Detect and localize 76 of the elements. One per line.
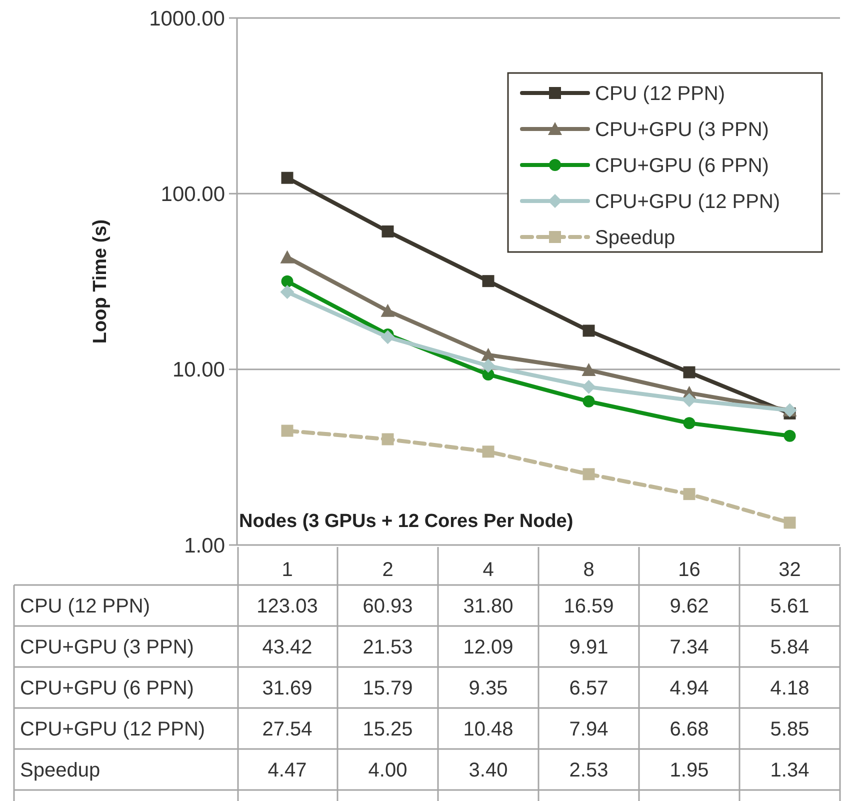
data-label: 15.25: [362, 718, 413, 740]
point: [382, 433, 394, 446]
y-axis-title: Loop Time (s): [90, 219, 111, 344]
point: [382, 225, 394, 238]
point: [481, 348, 496, 361]
data-label: 31.69: [262, 678, 312, 700]
data-label: 9.91: [569, 636, 608, 658]
x-tick-label: 8: [583, 559, 594, 581]
x-tick-label: 4: [482, 559, 494, 581]
y-tick-label: 100.00: [160, 183, 225, 206]
data-label: 21.53: [362, 636, 413, 658]
data-label: 4.94: [670, 678, 709, 700]
point: [582, 363, 596, 376]
text: Speedup: [20, 760, 100, 782]
point: [482, 446, 494, 458]
data-label: 4.00: [368, 760, 408, 782]
y-tick-label: 1.00: [184, 534, 225, 558]
point: [582, 380, 596, 394]
point: [281, 424, 294, 437]
point: [683, 488, 696, 500]
point: [582, 395, 595, 408]
y-tick-label: 10.00: [172, 358, 225, 382]
data-label: 43.42: [262, 636, 312, 658]
legend-label: CPU+GPU (12 PPN): [595, 191, 780, 213]
data-label: 7.34: [670, 636, 709, 658]
data-label: 16.59: [564, 596, 614, 618]
data-label: 4.47: [268, 760, 307, 782]
data-label: 7.94: [569, 718, 608, 740]
legend-label: CPU+GPU (6 PPN): [595, 155, 769, 177]
data-label: 3.40: [468, 760, 508, 782]
data-label: 4.18: [770, 678, 810, 700]
point: [582, 468, 595, 480]
x-axis-title: Nodes (3 GPUs + 12 Cores Per Node): [239, 511, 574, 532]
point: [280, 285, 294, 300]
point: [784, 516, 796, 529]
point: [380, 330, 395, 344]
data-label: 9.62: [670, 596, 709, 618]
legend-label: CPU+GPU (3 PPN): [595, 119, 769, 141]
x-tick-label: 2: [382, 559, 394, 581]
data-label: 5.61: [770, 596, 810, 618]
data-label: 9.35: [468, 678, 508, 700]
point: [281, 275, 294, 288]
point: [482, 275, 494, 288]
data-label: 1.34: [770, 760, 810, 782]
data-label: 27.54: [262, 718, 312, 740]
text: CPU+GPU (6 PPN): [20, 678, 194, 700]
point: [280, 250, 294, 264]
data-label: 123.03: [256, 596, 318, 618]
data-label: 60.93: [362, 596, 413, 618]
point: [281, 172, 294, 184]
data-label: 2.53: [569, 760, 608, 782]
point: [582, 324, 595, 337]
data-label: 10.48: [463, 718, 514, 740]
data-label: 6.68: [670, 718, 709, 740]
point: [682, 393, 696, 408]
text: CPU+GPU (12 PPN): [20, 718, 206, 740]
data-label: 12.09: [463, 636, 514, 658]
x-tick-label: 32: [778, 559, 801, 581]
x-tick-label: 1: [282, 559, 293, 581]
x-tick-label: 16: [678, 559, 700, 581]
point: [481, 358, 496, 373]
point: [683, 417, 696, 430]
data-label: 5.85: [770, 718, 810, 740]
text: CPU (12 PPN): [20, 596, 150, 618]
data-label: 1.95: [670, 760, 709, 782]
legend-label: CPU (12 PPN): [595, 83, 726, 105]
data-label: 5.84: [770, 636, 810, 658]
legend-label: Speedup: [595, 227, 676, 249]
point: [784, 430, 796, 442]
data-label: 6.57: [569, 678, 608, 700]
data-label: 31.80: [463, 596, 514, 618]
text: CPU+GPU (3 PPN): [20, 636, 194, 658]
point: [683, 366, 696, 378]
point: [380, 304, 395, 317]
y-tick-label: 1000.00: [149, 7, 225, 30]
data-label: 15.79: [362, 678, 413, 700]
